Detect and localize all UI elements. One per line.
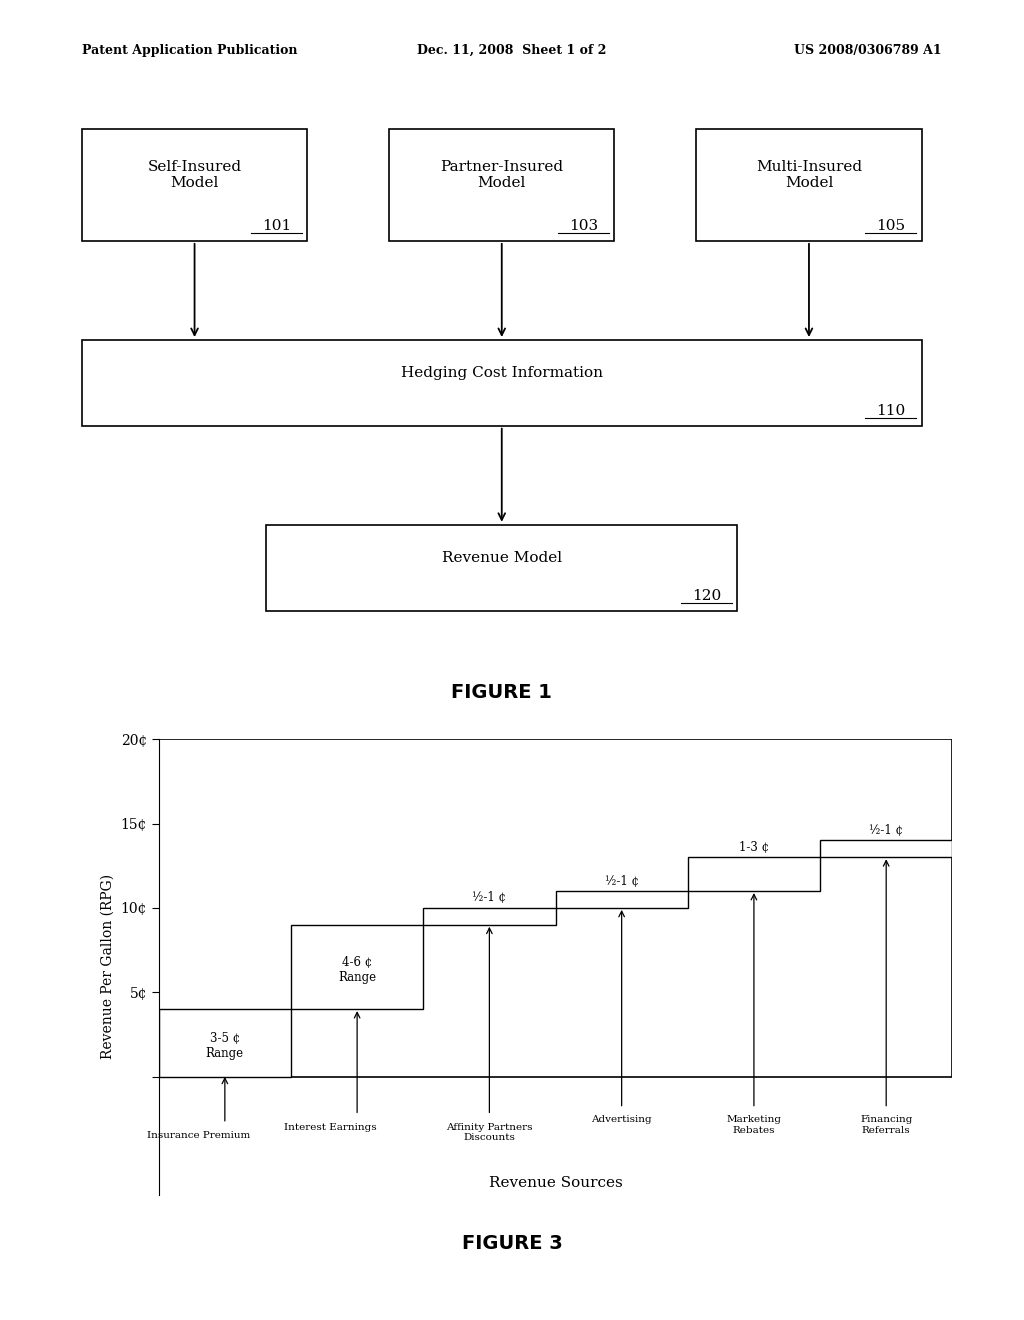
Text: Revenue Model: Revenue Model	[441, 550, 562, 565]
Bar	[159, 739, 952, 1077]
Bar	[555, 891, 688, 908]
Bar	[291, 925, 423, 1008]
Text: Advertising: Advertising	[591, 1115, 652, 1125]
Bar	[820, 841, 952, 857]
FancyBboxPatch shape	[82, 339, 922, 425]
Text: 3-5 ¢
Range: 3-5 ¢ Range	[206, 1032, 244, 1060]
Text: Partner-Insured
Model: Partner-Insured Model	[440, 160, 563, 190]
Text: Insurance Premium: Insurance Premium	[146, 1130, 250, 1139]
Text: Multi-Insured
Model: Multi-Insured Model	[756, 160, 862, 190]
FancyBboxPatch shape	[266, 524, 737, 610]
Text: ½-1 ¢: ½-1 ¢	[604, 875, 639, 887]
Bar	[688, 857, 820, 891]
Y-axis label: Revenue Per Gallon (RPG): Revenue Per Gallon (RPG)	[101, 874, 115, 1060]
Text: Self-Insured
Model: Self-Insured Model	[147, 160, 242, 190]
Text: Interest Earnings: Interest Earnings	[285, 1123, 377, 1133]
Text: Revenue Sources: Revenue Sources	[488, 1176, 623, 1189]
Text: Financing
Referrals: Financing Referrals	[860, 1115, 912, 1135]
Text: FIGURE 1: FIGURE 1	[452, 684, 552, 702]
Text: 103: 103	[569, 219, 598, 234]
Text: FIGURE 3: FIGURE 3	[462, 1234, 562, 1253]
Text: Hedging Cost Information: Hedging Cost Information	[400, 366, 603, 380]
Text: 105: 105	[877, 219, 905, 234]
Text: 1-3 ¢: 1-3 ¢	[739, 841, 769, 854]
Text: Patent Application Publication: Patent Application Publication	[82, 44, 297, 57]
FancyBboxPatch shape	[82, 128, 307, 240]
Text: 101: 101	[262, 219, 291, 234]
Text: 4-6 ¢
Range: 4-6 ¢ Range	[338, 956, 376, 983]
Text: 110: 110	[877, 404, 905, 418]
Bar	[423, 908, 555, 925]
Text: 120: 120	[692, 589, 721, 603]
Text: US 2008/0306789 A1: US 2008/0306789 A1	[795, 44, 942, 57]
Text: ½-1 ¢: ½-1 ¢	[869, 824, 903, 837]
FancyBboxPatch shape	[696, 128, 922, 240]
Text: Dec. 11, 2008  Sheet 1 of 2: Dec. 11, 2008 Sheet 1 of 2	[418, 44, 606, 57]
Text: Affinity Partners
Discounts: Affinity Partners Discounts	[446, 1123, 532, 1142]
Text: Marketing
Rebates: Marketing Rebates	[726, 1115, 781, 1135]
Bar	[159, 1008, 291, 1077]
FancyBboxPatch shape	[389, 128, 614, 240]
Text: ½-1 ¢: ½-1 ¢	[472, 891, 507, 904]
